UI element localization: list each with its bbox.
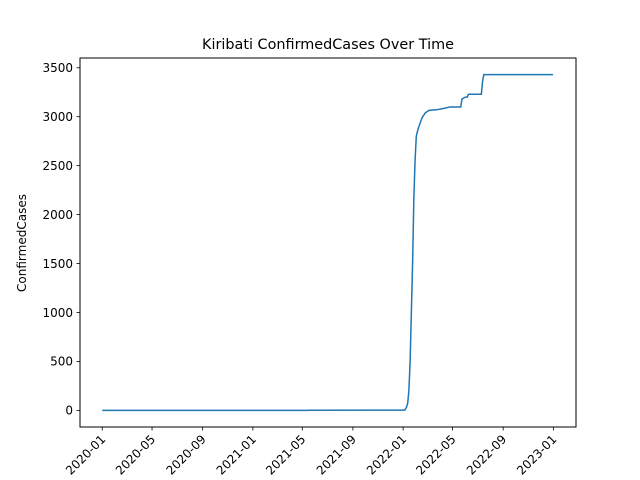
x-tick-label: 2020-09 — [163, 432, 208, 477]
series-line-0 — [102, 73, 553, 412]
plot-area — [79, 57, 577, 428]
y-tick-label: 500 — [50, 355, 73, 369]
x-tick-label: 2020-05 — [113, 432, 158, 477]
x-tick-label: 2023-01 — [514, 432, 559, 477]
y-tick-label: 2000 — [42, 208, 73, 222]
y-tick-label: 1000 — [42, 306, 73, 320]
x-tick-label: 2022-01 — [364, 432, 409, 477]
x-tick-label: 2020-01 — [63, 432, 108, 477]
chart-title: Kiribati ConfirmedCases Over Time — [202, 37, 454, 53]
y-tick-label: 0 — [65, 404, 73, 418]
y-tick-label: 3000 — [42, 110, 73, 124]
x-axis: 2020-01 2020-05 2020-09 2021-01 2021-05 2021-… — [63, 427, 559, 478]
y-tick-label: 3500 — [42, 61, 73, 75]
x-tick-label: 2021-01 — [214, 432, 259, 477]
y-axis-label: ConfirmedCases — [15, 194, 29, 292]
y-axis: 0 500 1000 1500 2000 2500 3000 3500 — [42, 61, 80, 418]
x-tick-label: 2022-09 — [464, 432, 509, 477]
y-tick-label: 1500 — [42, 257, 73, 271]
y-tick-label: 2500 — [42, 159, 73, 173]
plot-frame — [79, 57, 577, 428]
x-tick-label: 2021-05 — [263, 432, 308, 477]
x-tick-label: 2021-09 — [314, 432, 359, 477]
x-tick-label: 2022-05 — [413, 432, 458, 477]
